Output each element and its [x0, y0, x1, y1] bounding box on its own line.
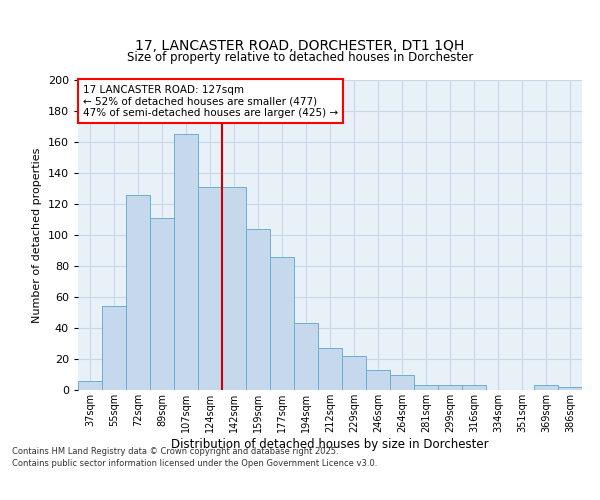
Bar	[414, 386, 438, 390]
Bar	[222, 187, 246, 390]
Bar	[438, 386, 462, 390]
Bar	[534, 386, 558, 390]
Bar	[462, 386, 486, 390]
Bar	[366, 370, 390, 390]
Bar	[150, 218, 174, 390]
Text: Contains public sector information licensed under the Open Government Licence v3: Contains public sector information licen…	[12, 459, 377, 468]
Text: Contains HM Land Registry data © Crown copyright and database right 2025.: Contains HM Land Registry data © Crown c…	[12, 448, 338, 456]
Y-axis label: Number of detached properties: Number of detached properties	[32, 148, 42, 322]
Bar	[390, 374, 414, 390]
Text: Size of property relative to detached houses in Dorchester: Size of property relative to detached ho…	[127, 50, 473, 64]
Bar	[318, 348, 342, 390]
Bar	[126, 194, 150, 390]
Bar	[558, 387, 582, 390]
Bar	[102, 306, 126, 390]
Bar	[78, 380, 102, 390]
Bar	[294, 324, 318, 390]
Bar	[342, 356, 366, 390]
X-axis label: Distribution of detached houses by size in Dorchester: Distribution of detached houses by size …	[171, 438, 489, 450]
Text: 17 LANCASTER ROAD: 127sqm
← 52% of detached houses are smaller (477)
47% of semi: 17 LANCASTER ROAD: 127sqm ← 52% of detac…	[83, 84, 338, 118]
Bar	[270, 256, 294, 390]
Bar	[246, 229, 270, 390]
Bar	[174, 134, 198, 390]
Bar	[198, 187, 222, 390]
Text: 17, LANCASTER ROAD, DORCHESTER, DT1 1QH: 17, LANCASTER ROAD, DORCHESTER, DT1 1QH	[136, 38, 464, 52]
